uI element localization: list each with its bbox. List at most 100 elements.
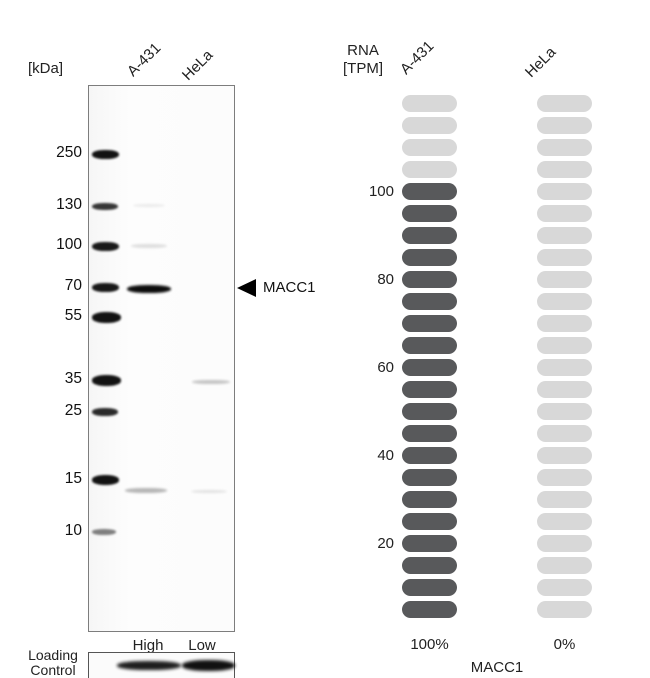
rna-pill-a-431-24: [402, 601, 457, 618]
ytick-60: 60: [377, 358, 394, 376]
rna-pill-a-431-23: [402, 579, 457, 596]
band-annotation: MACC1: [263, 279, 316, 296]
marker-label-15kda: 15: [64, 470, 82, 487]
marker-band-130kda: [92, 202, 118, 210]
percent-label-a431: 100%: [410, 636, 449, 653]
band-a431-faint-100kda: [131, 244, 167, 248]
western-blot-image: [88, 85, 235, 632]
rna-pill-a-431-10: [402, 293, 457, 310]
rna-pill-hela-19: [537, 491, 592, 508]
rna-pill-hela-13: [537, 359, 592, 376]
rna-pill-hela-5: [537, 183, 592, 200]
marker-band-70kda: [92, 282, 119, 292]
rna-pill-hela-24: [537, 601, 592, 618]
marker-band-35kda: [92, 374, 121, 386]
rna-pill-hela-12: [537, 337, 592, 354]
marker-label-100kda: 100: [56, 236, 82, 253]
band-a431-faint-130kda: [133, 203, 165, 207]
rna-pill-hela-22: [537, 557, 592, 574]
gene-title: MACC1: [470, 659, 524, 676]
rna-pill-a-431-22: [402, 557, 457, 574]
marker-band-250kda: [92, 149, 119, 159]
band-pointer-arrow-icon: [237, 279, 256, 297]
rna-pill-hela-7: [537, 227, 592, 244]
ytick-40: 40: [377, 446, 394, 464]
rna-pill-hela-16: [537, 425, 592, 442]
rna-pill-hela-8: [537, 249, 592, 266]
rna-pill-hela-4: [537, 161, 592, 178]
marker-band-25kda: [92, 408, 118, 416]
rna-pill-hela-15: [537, 403, 592, 420]
rna-pill-hela-11: [537, 315, 592, 332]
rna-pill-hela-14: [537, 381, 592, 398]
band-hela-faint-33kda: [192, 380, 230, 384]
rna-pill-hela-2: [537, 117, 592, 134]
band-a431-smear-13kda: [125, 487, 167, 493]
loading-control-band-a431: [117, 661, 181, 670]
ytick-20: 20: [377, 534, 394, 552]
rna-pill-hela-6: [537, 205, 592, 222]
rna-pill-a-431-6: [402, 205, 457, 222]
loading-control-label: Loading Control: [20, 648, 86, 678]
band-a431-macc1-70kda: [127, 285, 171, 293]
marker-band-10kda: [92, 529, 116, 535]
rna-pill-a-431-16: [402, 425, 457, 442]
band-hela-smear-13kda: [191, 489, 227, 493]
rna-pill-a-431-5: [402, 183, 457, 200]
chart-column-label-hela: HeLa: [521, 43, 560, 81]
rna-pill-a-431-3: [402, 139, 457, 156]
marker-band-100kda: [92, 241, 119, 251]
marker-label-55kda: 55: [64, 307, 82, 324]
marker-band-15kda: [92, 475, 119, 485]
marker-label-25kda: 25: [64, 402, 82, 419]
marker-band-55kda: [92, 311, 121, 323]
loading-control-blot: [88, 652, 235, 678]
rna-pill-a-431-15: [402, 403, 457, 420]
marker-label-10kda: 10: [64, 522, 82, 539]
rna-pill-hela-21: [537, 535, 592, 552]
marker-label-35kda: 35: [64, 370, 82, 387]
rna-pill-a-431-4: [402, 161, 457, 178]
rna-pill-a-431-1: [402, 95, 457, 112]
chart-column-label-a431: A-431: [396, 37, 438, 78]
rna-axis-label-line1: RNA: [347, 42, 379, 59]
marker-label-130kda: 130: [56, 196, 82, 213]
rna-pill-a-431-2: [402, 117, 457, 134]
rna-axis-label-line2: [TPM]: [343, 60, 383, 77]
lane-level-low: Low: [188, 637, 216, 654]
loading-control-band-hela: [182, 660, 235, 671]
percent-label-hela: 0%: [553, 636, 576, 653]
rna-pill-hela-20: [537, 513, 592, 530]
rna-pill-hela-17: [537, 447, 592, 464]
rna-pill-hela-18: [537, 469, 592, 486]
rna-axis-label: RNA [TPM]: [333, 42, 393, 78]
rna-pill-a-431-8: [402, 249, 457, 266]
rna-pill-a-431-11: [402, 315, 457, 332]
rna-pill-hela-10: [537, 293, 592, 310]
marker-label-70kda: 70: [64, 277, 82, 294]
lane-level-high: High: [132, 637, 164, 654]
ytick-80: 80: [377, 270, 394, 288]
rna-pill-a-431-9: [402, 271, 457, 288]
rna-pill-hela-9: [537, 271, 592, 288]
rna-pill-a-431-12: [402, 337, 457, 354]
rna-pill-a-431-20: [402, 513, 457, 530]
rna-pill-a-431-14: [402, 381, 457, 398]
rna-pill-hela-1: [537, 95, 592, 112]
rna-pill-a-431-19: [402, 491, 457, 508]
rna-pill-a-431-13: [402, 359, 457, 376]
rna-pill-a-431-17: [402, 447, 457, 464]
kda-axis-label: [kDa]: [28, 60, 64, 77]
loading-control-label-line2: Control: [30, 662, 76, 678]
rna-pill-hela-23: [537, 579, 592, 596]
ytick-100: 100: [368, 182, 394, 200]
marker-label-250kda: 250: [56, 144, 82, 161]
rna-pill-a-431-21: [402, 535, 457, 552]
blot-lane-label-hela: HeLa: [178, 46, 217, 84]
loading-control-label-line1: Loading: [28, 647, 78, 663]
rna-pill-hela-3: [537, 139, 592, 156]
blot-lane-label-a431: A-431: [123, 39, 165, 80]
rna-pill-a-431-18: [402, 469, 457, 486]
rna-pill-a-431-7: [402, 227, 457, 244]
